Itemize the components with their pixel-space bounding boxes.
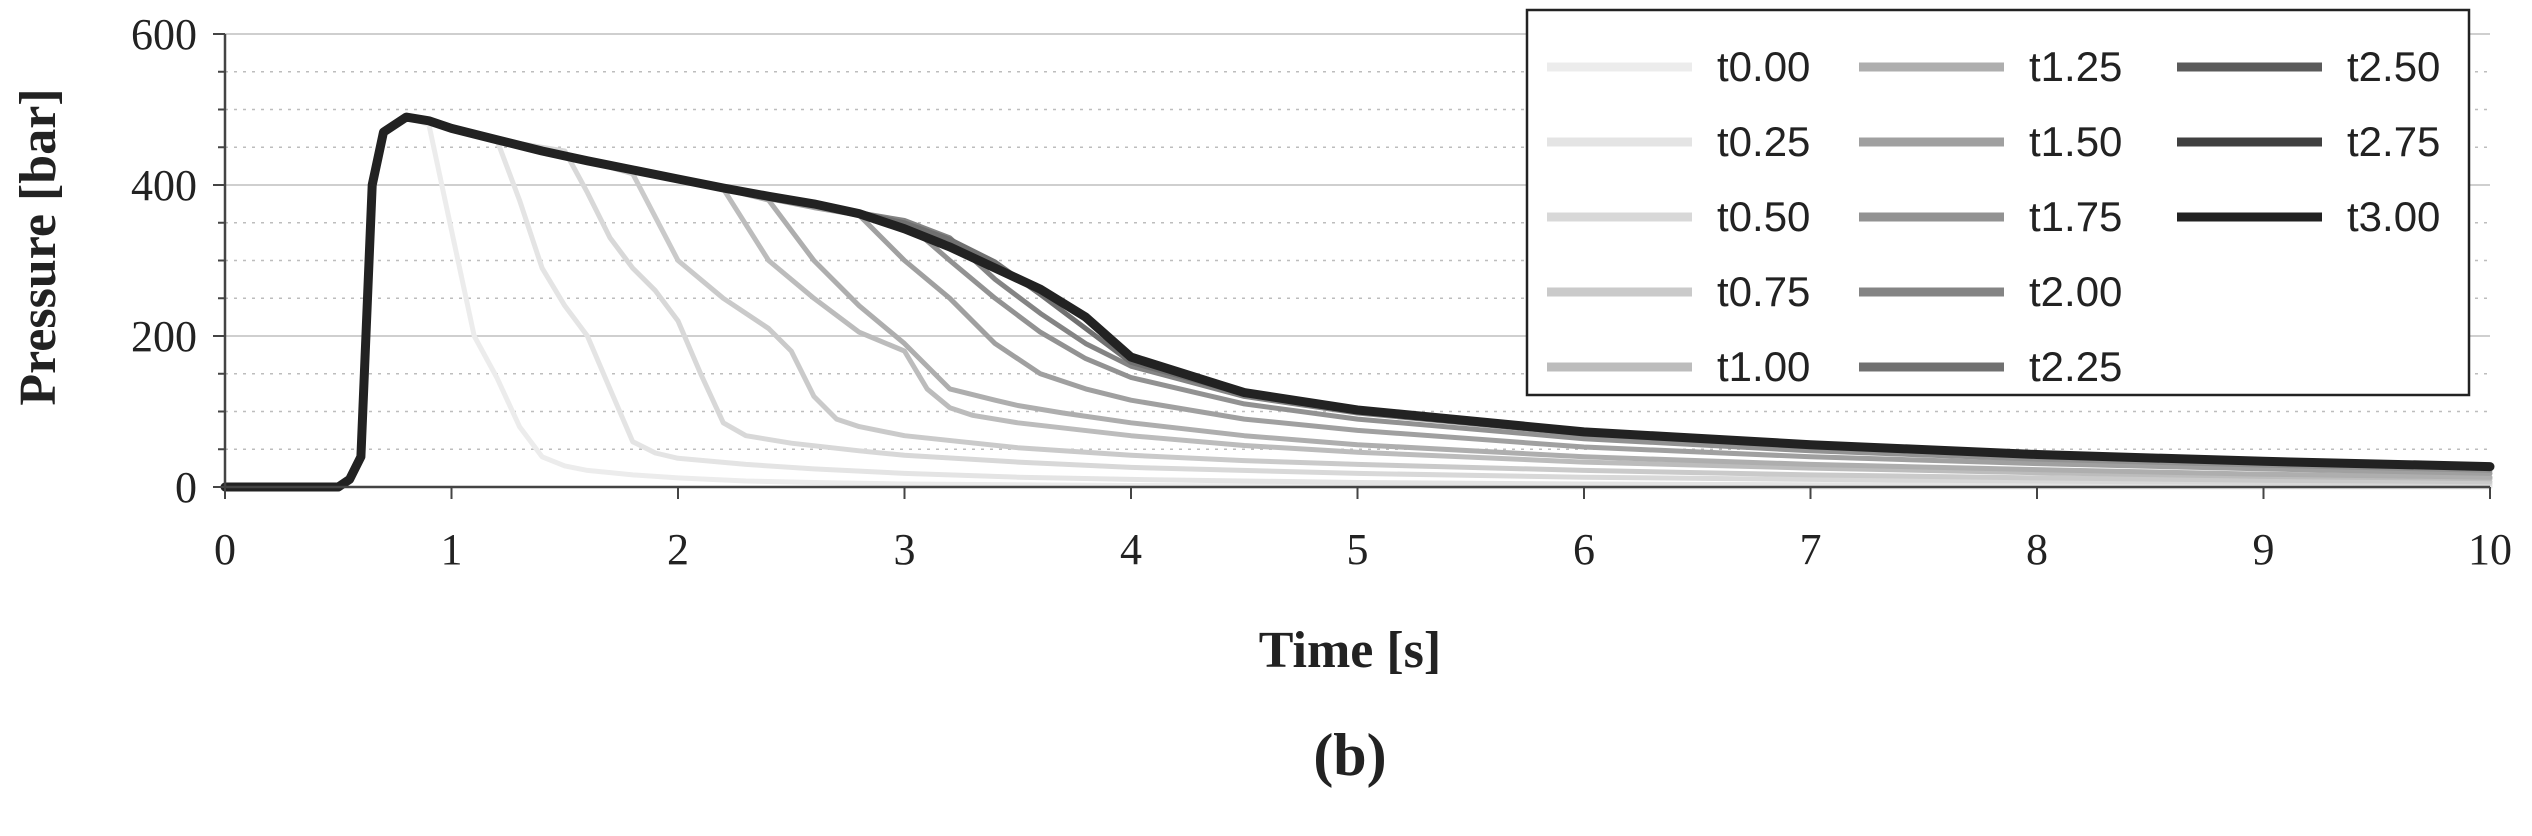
legend-label: t2.75 bbox=[2347, 118, 2440, 165]
x-tick-label: 2 bbox=[667, 525, 689, 574]
x-tick-label: 5 bbox=[1347, 525, 1369, 574]
y-tick-label: 0 bbox=[175, 463, 197, 512]
x-tick-label: 0 bbox=[214, 525, 236, 574]
legend-label: t3.00 bbox=[2347, 193, 2440, 240]
legend-label: t2.25 bbox=[2029, 343, 2122, 390]
legend-label: t0.25 bbox=[1717, 118, 1810, 165]
axis-layer: 0 1 2 3 4 5 6 7 8 9 10 0 200 400 600 bbox=[131, 10, 2512, 574]
series-layer bbox=[220, 112, 2495, 492]
y-axis-title: Pressure [bar] bbox=[10, 88, 67, 405]
legend-box bbox=[1525, 8, 2471, 397]
legend: t0.00 t0.25 t0.50 t0.75 t1.00 t1.25 t1.50 t1.75… bbox=[1525, 8, 2471, 397]
legend-label: t1.25 bbox=[2029, 43, 2122, 90]
x-tick-label: 1 bbox=[441, 525, 463, 574]
panel-label: (b) bbox=[1313, 722, 1386, 788]
y-tick-label: 600 bbox=[131, 10, 197, 59]
x-tick-label: 4 bbox=[1120, 525, 1142, 574]
x-axis-title: Time [s] bbox=[1259, 622, 1441, 679]
legend-label: t0.00 bbox=[1717, 43, 1810, 90]
x-tick-label: 3 bbox=[894, 525, 916, 574]
x-tick-label: 10 bbox=[2468, 525, 2512, 574]
legend-label: t0.75 bbox=[1717, 268, 1810, 315]
x-tick-label: 7 bbox=[1800, 525, 1822, 574]
legend-label: t1.75 bbox=[2029, 193, 2122, 240]
x-tick-label: 6 bbox=[1573, 525, 1595, 574]
y-tick-label: 400 bbox=[131, 161, 197, 210]
x-tick-label: 8 bbox=[2026, 525, 2048, 574]
x-tick-label: 9 bbox=[2253, 525, 2275, 574]
series-line-t3.00 bbox=[220, 112, 2495, 492]
legend-label: t2.50 bbox=[2347, 43, 2440, 90]
legend-label: t1.00 bbox=[1717, 343, 1810, 390]
legend-label: t1.50 bbox=[2029, 118, 2122, 165]
legend-label: t0.50 bbox=[1717, 193, 1810, 240]
legend-label: t2.00 bbox=[2029, 268, 2122, 315]
y-tick-label: 200 bbox=[131, 312, 197, 361]
